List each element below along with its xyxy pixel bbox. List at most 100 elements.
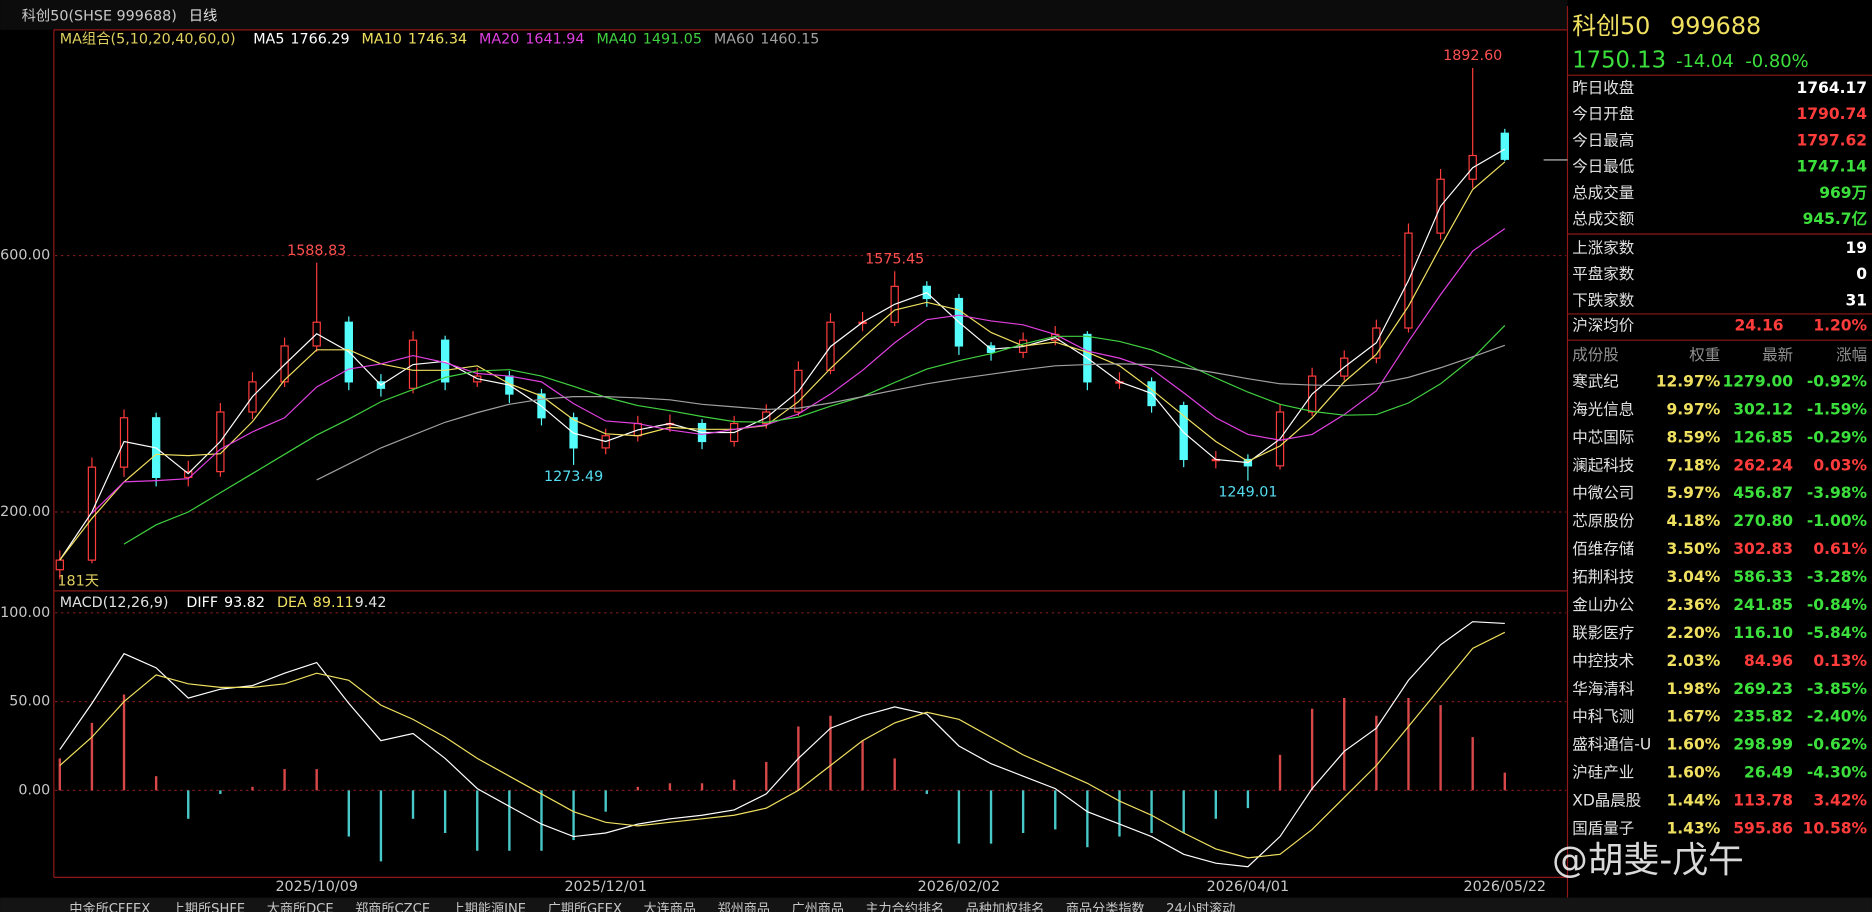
legend-name: DEA [277,595,307,611]
legend-name: MA10 [362,31,402,47]
breadth-label: 平盘家数 [1572,264,1635,283]
legend-value: 1491.05 [643,31,702,47]
constituent-cell: 8.59% [1666,428,1720,446]
constituent-cell: 1.43% [1666,819,1720,837]
stat-value: 1790.74 [1796,105,1867,123]
stat-value: 1797.62 [1796,131,1867,149]
legend-name: DIFF [186,595,218,611]
constituent-cell: 0.61% [1813,540,1867,558]
constituent-cell: 2.36% [1666,596,1720,614]
watermark: @胡斐-戊午 [1552,840,1744,881]
constituent-cell: 302.83 [1733,540,1793,558]
constituent-cell: 1.67% [1666,708,1720,726]
candle-body [55,559,64,571]
legend-name: MA60 [714,31,754,47]
footer-tab[interactable]: 郑商所CZCE [355,901,430,912]
footer-tab[interactable]: 广州商品 [791,901,844,912]
quote-price: 1750.13 [1572,47,1666,73]
top-bar [0,0,1568,30]
x-tick-label: 2026/05/22 [1464,879,1547,895]
constituent-cell: 26.49 [1744,764,1793,782]
y-tick-label: 100.00 [0,605,50,621]
avg-label: 沪深均价 [1572,316,1635,334]
constituent-cell: 1279.00 [1722,372,1793,390]
constituent-cell: -1.00% [1807,512,1868,530]
footer-tab[interactable]: 广期所GFEX [548,901,622,912]
constituent-cell: 中微公司 [1572,484,1634,502]
constituent-cell: 113.78 [1733,791,1793,809]
x-tick-label: 2026/04/01 [1207,879,1289,895]
constituent-cell: 0.03% [1813,456,1867,474]
x-tick-label: 2025/12/01 [564,879,647,895]
constituent-cell: 金山办公 [1572,596,1634,614]
legend-title[interactable]: MA组合(5,10,20,40,60,0) [60,30,236,47]
constituent-cell: 中控技术 [1572,652,1634,670]
constituent-cell: 1.98% [1666,680,1720,698]
price-annotation: 1273.49 [544,469,603,485]
constituent-cell: 9.97% [1666,400,1720,418]
quote-pct: -0.80% [1745,51,1808,72]
y-tick-label: 50.00 [9,694,50,710]
footer-tab[interactable]: 品种加权排名 [966,900,1045,912]
candle-body [1500,132,1509,160]
stat-label: 今日最高 [1572,131,1634,149]
constituent-cell: 盛科通信-U [1572,736,1651,754]
constituent-cell: -0.62% [1807,736,1868,754]
price-annotation: 1249.01 [1218,485,1277,501]
ma-line [91,228,1506,514]
legend-value: 89.11 [313,595,354,611]
constituent-cell: 中芯国际 [1572,428,1634,446]
constituent-cell: 241.85 [1733,596,1793,614]
footer-tab[interactable]: 中金所CFFEX [69,901,150,912]
footer-tab[interactable]: 大连商品 [643,901,696,912]
legend-name: MA40 [596,31,636,47]
constituent-cell: 海光信息 [1572,400,1634,418]
legend-title[interactable]: MACD(12,26,9) [60,595,169,611]
footer-tab[interactable]: 大商所DCE [267,901,334,912]
breadth-label: 下跌家数 [1572,291,1635,309]
ma-line [123,325,1506,545]
constituent-cell: 国盾量子 [1572,819,1634,837]
constituent-cell: 华海清科 [1572,680,1634,698]
constituent-cell: XD晶晨股 [1572,791,1641,809]
breadth-value: 19 [1846,239,1868,257]
constituent-cell: 拓荆科技 [1572,568,1634,586]
legend-value: 1766.29 [290,31,349,47]
stat-label: 今日最低 [1572,158,1634,176]
constituent-cell: 262.24 [1733,456,1793,474]
x-tick-label: 2026/02/02 [918,879,1001,895]
constituent-cell: 456.87 [1733,484,1793,502]
period[interactable]: 日线 [189,8,218,25]
constituent-cell: 269.23 [1733,680,1793,698]
price-annotation: 1575.45 [865,251,924,267]
ma-line [316,344,1506,481]
constituent-cell: -0.29% [1807,428,1868,446]
constituent-cell: 126.85 [1733,428,1793,446]
stat-value: 945.7亿 [1803,209,1868,228]
legend-value: 1460.15 [760,31,819,47]
footer-tab[interactable]: 主力合约排名 [865,901,944,912]
constituent-cell: 298.99 [1733,736,1793,754]
constituent-cell: 3.50% [1666,540,1720,558]
stat-label: 昨日收盘 [1572,78,1634,97]
constituent-cell: 586.33 [1733,568,1793,586]
footer-tab[interactable]: 上期所SHFE [172,901,245,912]
quote-change: -14.04 [1676,51,1734,72]
constituent-cell: -2.40% [1807,708,1868,726]
constituent-cell: 4.18% [1666,512,1720,530]
footer-tab[interactable]: 上期能源INE [452,901,526,912]
constituent-cell: 12.97% [1656,372,1721,390]
constituent-cell: 116.10 [1733,624,1793,642]
footer-tab[interactable]: 商品分类指数 [1066,901,1145,912]
footer-tab[interactable]: 郑州商品 [717,901,770,912]
footer-tab[interactable]: 24小时滚动 [1166,900,1235,912]
constituent-cell: 2.20% [1666,624,1720,642]
candle-body [184,471,193,478]
legend-name: MA5 [253,31,284,47]
symbol[interactable]: 科创50(SHSE 999688) [22,8,177,25]
x-tick-label: 2025/10/09 [275,879,357,895]
constituent-cell: 澜起科技 [1572,456,1634,474]
legend-value: 1641.94 [525,31,584,47]
ma-line [59,621,1505,868]
breadth-value: 0 [1856,265,1867,283]
